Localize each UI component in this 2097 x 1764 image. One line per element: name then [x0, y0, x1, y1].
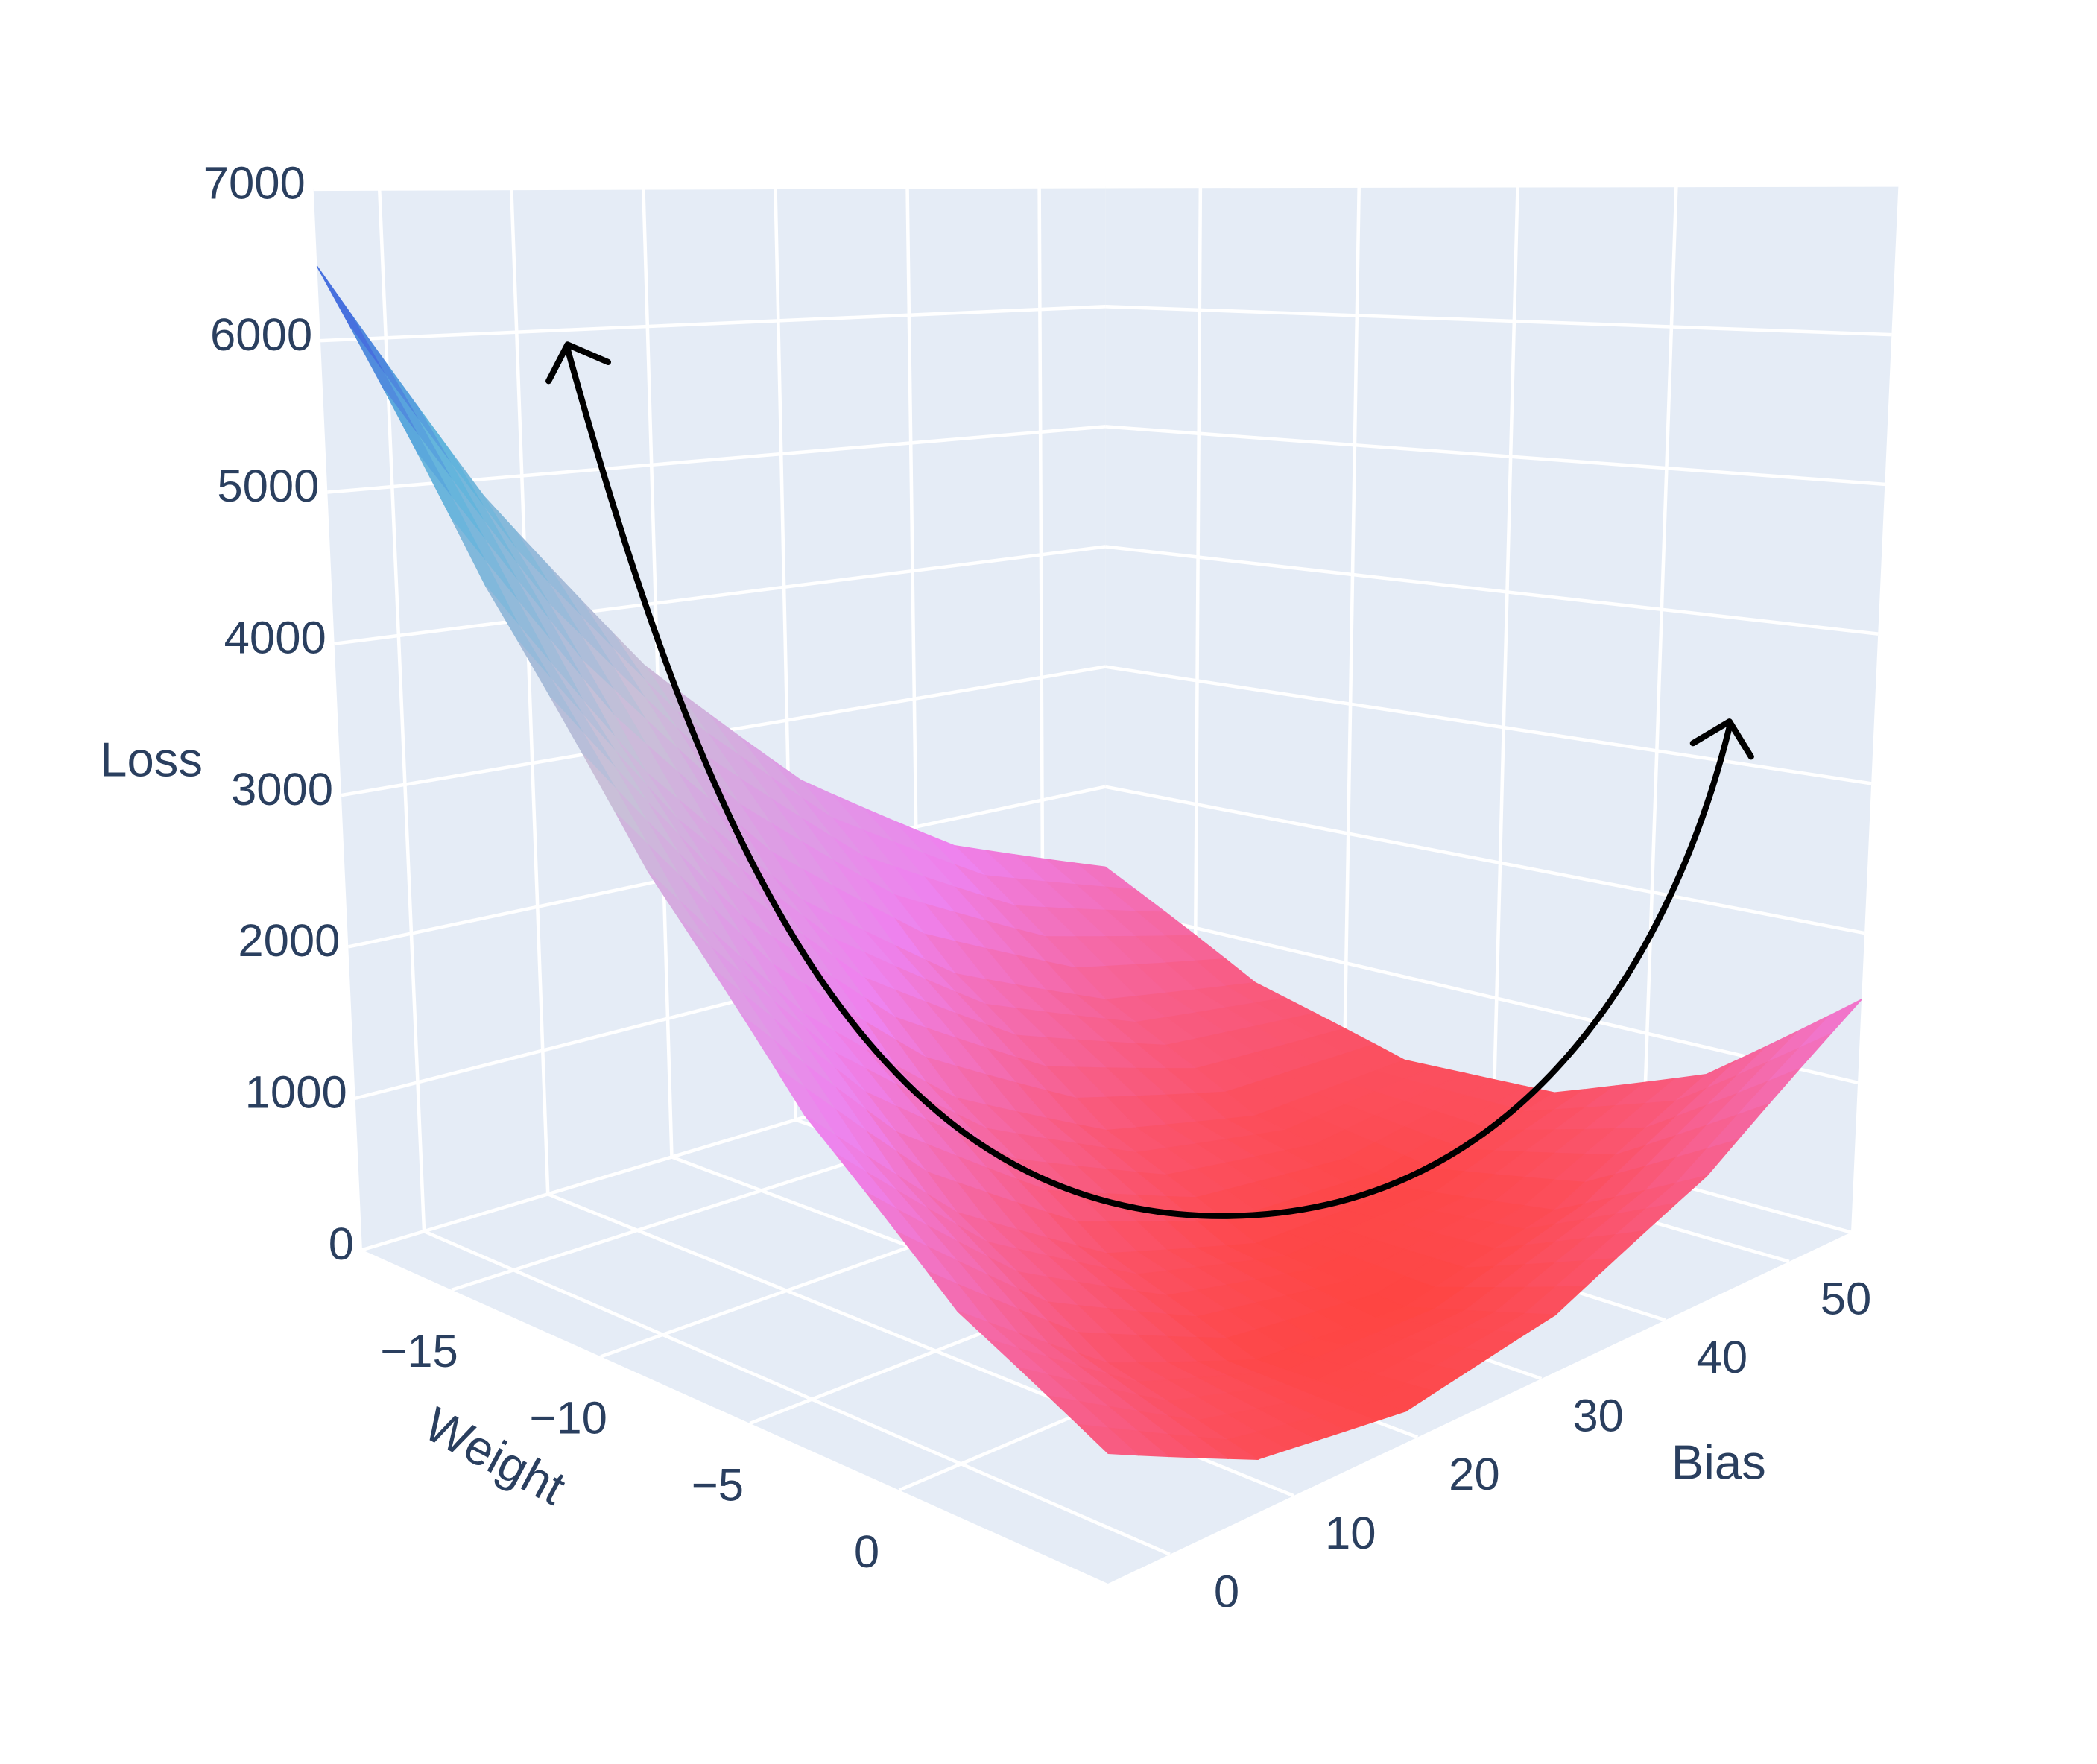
- z-tick-label: 2000: [238, 915, 340, 967]
- y-tick-label: 30: [1572, 1391, 1624, 1442]
- grid-line: [1104, 665, 1872, 785]
- grid-line: [423, 1230, 1171, 1556]
- z-axis-title: Loss: [100, 733, 203, 787]
- surface: [316, 265, 1862, 1460]
- grid-line: [1640, 185, 1678, 1175]
- grid-line: [377, 189, 426, 1232]
- y-tick-label: 50: [1821, 1274, 1872, 1325]
- z-tick-label: 5000: [217, 461, 319, 512]
- grid-line: [1104, 905, 1859, 1085]
- z-tick-label: 3000: [231, 764, 333, 815]
- grid-line: [1104, 545, 1879, 636]
- y-tick-label: 40: [1697, 1332, 1748, 1383]
- y-tick-label: 20: [1449, 1449, 1500, 1500]
- grid-line: [642, 188, 674, 1157]
- arrow-curve: [564, 345, 1733, 1219]
- x-tick-label: −5: [692, 1459, 744, 1511]
- grid-line: [334, 545, 1106, 646]
- back-wall: [1105, 185, 1899, 1233]
- grid-line: [1104, 785, 1865, 935]
- grid-line: [1342, 186, 1361, 1093]
- arrow-head: [1689, 718, 1754, 760]
- z-tick-label: 1000: [245, 1066, 347, 1118]
- x-tick-label: 0: [854, 1526, 879, 1578]
- x-tick-label: −10: [529, 1393, 607, 1444]
- arrow-head: [545, 341, 612, 385]
- grid-line: [313, 184, 1106, 192]
- z-tick-label: 0: [329, 1218, 354, 1270]
- grid-line: [320, 305, 1106, 343]
- axis-labels: 0 1000 2000 3000 4000 5000 6000 7000 −15 −10 −5 0 0 1…: [203, 157, 1872, 1617]
- y-tick-label: 0: [1214, 1566, 1239, 1617]
- annotation-arrow: [545, 341, 1754, 1219]
- x-tick-label: −15: [380, 1326, 458, 1377]
- grid-line: [1491, 186, 1519, 1134]
- y-axis-title: Bias: [1671, 1435, 1766, 1489]
- z-tick-label: 6000: [210, 309, 312, 361]
- grid-line: [1104, 425, 1885, 487]
- grid-line: [1105, 183, 1899, 189]
- z-tick-label: 4000: [224, 612, 326, 663]
- grid-line: [1192, 186, 1203, 1052]
- y-tick-label: 10: [1325, 1508, 1376, 1559]
- z-tick-label: 7000: [203, 157, 306, 209]
- surface-patch: [1076, 1423, 1140, 1456]
- grid-line: [1105, 305, 1892, 337]
- grid-line: [510, 188, 550, 1195]
